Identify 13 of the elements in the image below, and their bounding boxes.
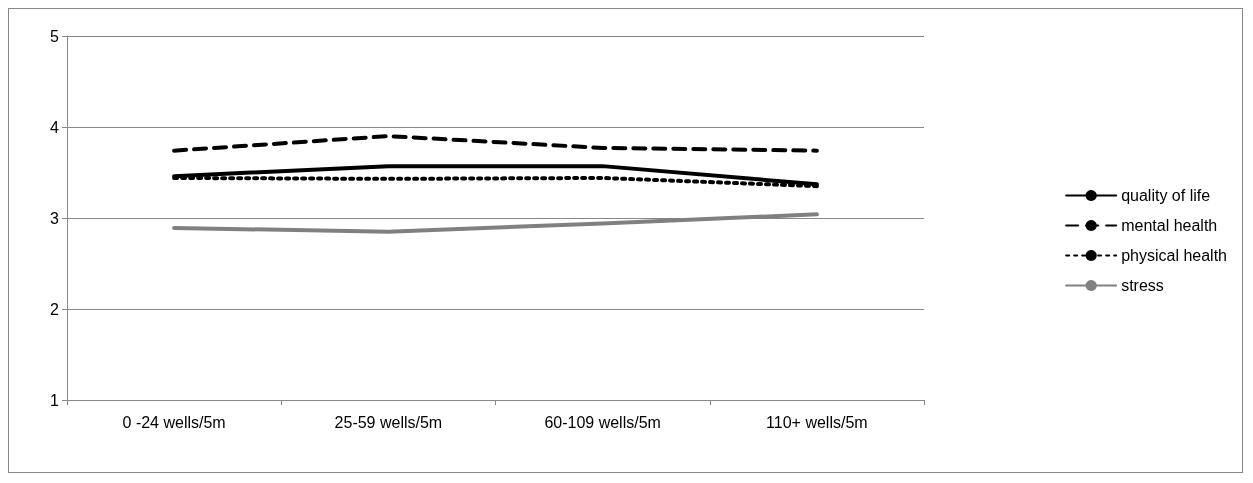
y-tick-label: 3 [50, 209, 60, 227]
y-tick-label: 5 [50, 27, 60, 45]
legend-label: mental health [1121, 217, 1218, 234]
x-tick-label: 25-59 wells/5m [334, 413, 443, 431]
x-tick-label: 0 -24 wells/5m [122, 413, 226, 431]
legend-label: physical health [1121, 247, 1227, 264]
x-tick-label: 110+ wells/5m [766, 413, 868, 431]
y-tick-label: 2 [50, 300, 60, 318]
y-tick-label: 4 [50, 118, 60, 136]
legend-label: quality of life [1121, 187, 1211, 204]
x-tick-label: 60-109 wells/5m [544, 413, 661, 431]
legend-label: stress [1121, 277, 1164, 294]
y-tick-label: 1 [50, 391, 60, 409]
